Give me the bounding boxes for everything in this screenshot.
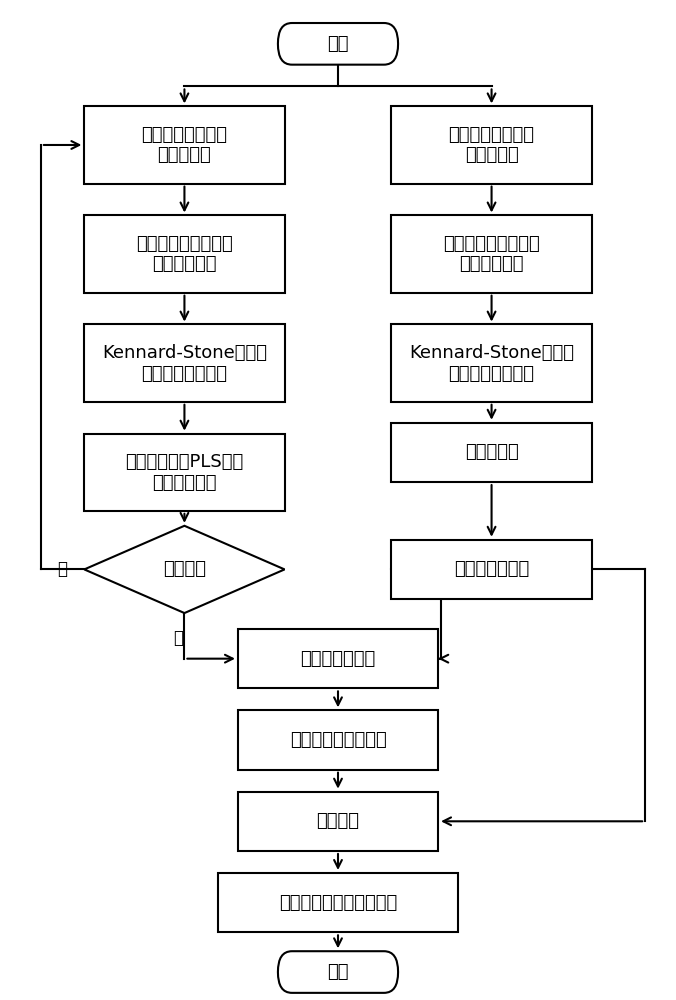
- FancyBboxPatch shape: [218, 873, 458, 932]
- Text: 多算法模型转移: 多算法模型转移: [454, 560, 529, 578]
- FancyBboxPatch shape: [278, 951, 398, 993]
- FancyBboxPatch shape: [391, 540, 592, 599]
- Text: 测定从样品光谱数据
和养分含量值: 测定从样品光谱数据 和养分含量值: [443, 235, 540, 273]
- Text: 光谱预处理: 光谱预处理: [464, 443, 518, 461]
- Text: 评价分析: 评价分析: [316, 812, 360, 830]
- FancyBboxPatch shape: [238, 710, 438, 770]
- Text: 采集土壤样品，设
定为从样品: 采集土壤样品，设 定为从样品: [449, 126, 535, 164]
- FancyBboxPatch shape: [84, 215, 285, 293]
- Text: Kennard-Stone算法划
分标准集和未知集: Kennard-Stone算法划 分标准集和未知集: [409, 344, 574, 383]
- FancyBboxPatch shape: [391, 215, 592, 293]
- FancyBboxPatch shape: [84, 324, 285, 402]
- Polygon shape: [84, 526, 285, 613]
- FancyBboxPatch shape: [84, 434, 285, 511]
- FancyBboxPatch shape: [238, 792, 438, 851]
- FancyBboxPatch shape: [238, 629, 438, 688]
- Text: 效果判别: 效果判别: [163, 560, 206, 578]
- FancyBboxPatch shape: [84, 106, 285, 184]
- FancyBboxPatch shape: [391, 106, 592, 184]
- Text: 采集土壤样品，设
定为主样品: 采集土壤样品，设 定为主样品: [141, 126, 227, 164]
- FancyBboxPatch shape: [391, 324, 592, 402]
- Text: 预测未知集养分含量: 预测未知集养分含量: [289, 731, 387, 749]
- Text: 好: 好: [173, 629, 183, 647]
- FancyBboxPatch shape: [391, 423, 592, 482]
- Text: 主样品养分模型: 主样品养分模型: [300, 650, 376, 668]
- Text: 坏: 坏: [57, 560, 68, 578]
- Text: 结束: 结束: [327, 963, 349, 981]
- Text: Kennard-Stone算法划
分校正集和检验集: Kennard-Stone算法划 分校正集和检验集: [102, 344, 267, 383]
- FancyBboxPatch shape: [278, 23, 398, 65]
- Text: 推荐出最优模型转移算法: 推荐出最优模型转移算法: [279, 894, 397, 912]
- Text: 光谱预处理及PLS建立
养分校正模型: 光谱预处理及PLS建立 养分校正模型: [125, 453, 243, 492]
- Text: 测定主样品光谱数据
和养分含量值: 测定主样品光谱数据 和养分含量值: [136, 235, 233, 273]
- Text: 开始: 开始: [327, 35, 349, 53]
